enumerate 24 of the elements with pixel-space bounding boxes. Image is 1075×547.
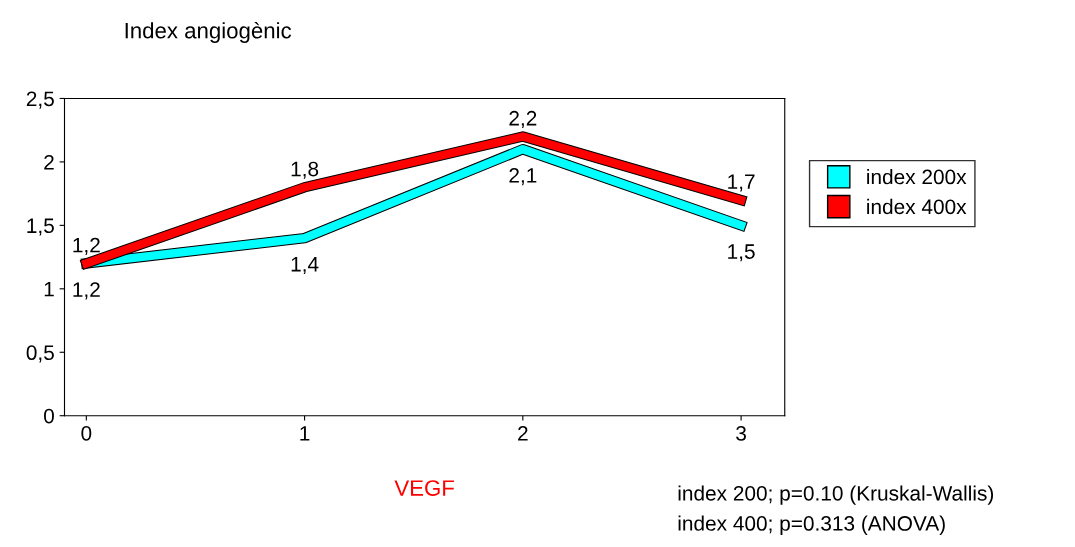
legend-label: index 400x bbox=[867, 198, 967, 215]
x-tick-label: 2 bbox=[518, 425, 528, 441]
data-label: 2,1 bbox=[509, 168, 537, 186]
data-label: 1,2 bbox=[73, 282, 100, 300]
x-tick-label: 3 bbox=[736, 425, 746, 441]
data-label: 1,4 bbox=[291, 257, 319, 275]
text: index 400; p=0.313 (ANOVA) bbox=[678, 515, 945, 535]
legend-label: index 200x bbox=[867, 169, 967, 185]
data-label: 1,2 bbox=[73, 237, 100, 255]
text: index 200; p=0.10 (Kruskal-Wallis) bbox=[678, 485, 994, 505]
data-label: 2,2 bbox=[509, 110, 537, 129]
y-tick-label: 2,5 bbox=[26, 91, 54, 109]
data-label: 1,8 bbox=[291, 161, 319, 179]
y-axis-title: Index angiogènic bbox=[125, 21, 292, 43]
y-tick-label: 0,5 bbox=[26, 345, 54, 363]
y-tick-label: 0 bbox=[44, 408, 54, 424]
data-label: 1,5 bbox=[728, 244, 755, 262]
y-tick-label: 1 bbox=[44, 282, 54, 297]
data-label: 1,7 bbox=[728, 174, 755, 192]
y-tick-label: 2 bbox=[44, 154, 54, 170]
x-axis-title: VEGF bbox=[394, 480, 454, 496]
x-tick-label: 1 bbox=[300, 426, 310, 441]
x-tick-label: 0 bbox=[81, 425, 92, 441]
y-tick-label: 1,5 bbox=[27, 218, 54, 236]
